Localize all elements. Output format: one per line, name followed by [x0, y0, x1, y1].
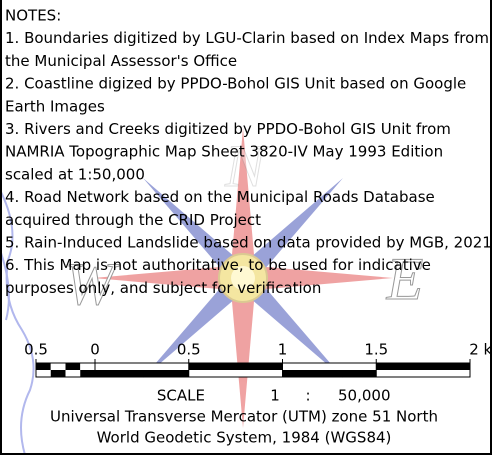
bar-label: 2 km [469, 341, 493, 359]
note-line: the Municipal Assessor's Office [5, 52, 237, 70]
note-line: acquired through the CRID Project [5, 211, 261, 229]
note-line: 5. Rain-Induced Landslide based on data … [5, 234, 492, 252]
bar-cell [51, 370, 66, 377]
note-line: 6. This Map is not authoritative, to be … [5, 256, 431, 274]
bar-cell [51, 363, 66, 370]
bar-cell [36, 363, 51, 370]
bar-label: 1 [278, 341, 288, 359]
note-line: 2. Coastline digized by PPDO-Bohol GIS U… [5, 75, 466, 93]
note-line: scaled at 1:50,000 [5, 165, 145, 183]
bar-cell [283, 363, 377, 370]
bar-label: 0.5 [177, 341, 201, 359]
bar-label: 0.5 [24, 341, 48, 359]
bar-cell [283, 370, 377, 377]
note-line: purposes only, and subject for verificat… [5, 279, 321, 297]
bar-cell [66, 363, 81, 370]
note-line: 4. Road Network based on the Municipal R… [5, 188, 435, 206]
bar-cell [36, 370, 51, 377]
note-line: Earth Images [5, 97, 105, 115]
bar-cell [80, 363, 95, 370]
note-line: 1. Boundaries digitized by LGU-Clarin ba… [5, 29, 489, 47]
bar-cell [95, 370, 189, 377]
scale-separator: : [305, 387, 310, 405]
bar-cell [189, 363, 283, 370]
scale-label: SCALE [157, 387, 205, 405]
notes-title: NOTES: [5, 7, 61, 25]
note-line: NAMRIA Topographic Map Sheet 3820-IV May… [5, 143, 443, 161]
bar-cell [80, 370, 95, 377]
projection: Universal Transverse Mercator (UTM) zone… [50, 408, 438, 426]
bar-label: 1.5 [364, 341, 388, 359]
bar-cell [189, 370, 283, 377]
scale-denominator: 50,000 [338, 387, 391, 405]
notes-panel: N W E NOTES:1. Boundaries digitized by L… [0, 0, 493, 455]
bar-cell [376, 363, 470, 370]
note-line: 3. Rivers and Creeks digitized by PPDO-B… [5, 120, 451, 138]
bar-label: 0 [90, 341, 100, 359]
bar-cell [95, 363, 189, 370]
bar-cell [376, 370, 470, 377]
scale-numerator: 1 [270, 387, 280, 405]
datum: World Geodetic System, 1984 (WGS84) [97, 429, 392, 447]
bar-cell [66, 370, 81, 377]
